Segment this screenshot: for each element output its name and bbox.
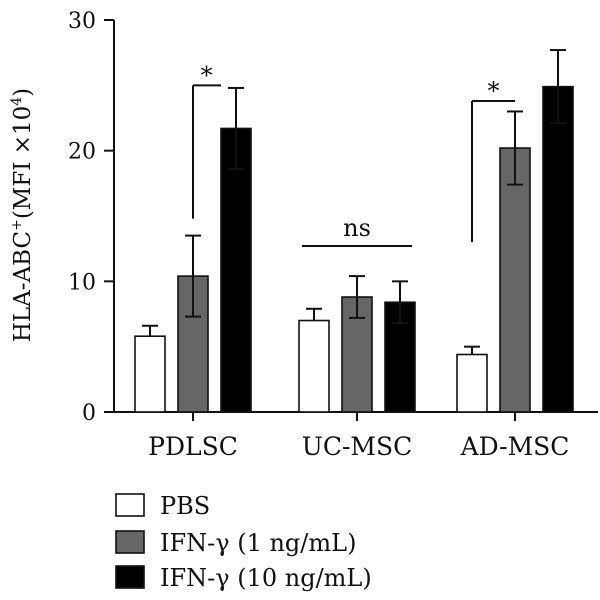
category-label: UC-MSC (302, 432, 413, 461)
plot-area: 0 10 20 30 PDLSC UC-MSC AD-MSC * ns * (68, 9, 598, 461)
legend-swatch (115, 565, 145, 589)
significance-label: * (488, 77, 500, 105)
legend-label: PBS (160, 492, 210, 520)
legend-label: IFN-γ (1 ng/mL) (160, 529, 356, 557)
legend: PBS IFN-γ (1 ng/mL) IFN-γ (10 ng/mL) (115, 492, 372, 592)
legend-swatch (115, 493, 145, 517)
bar (499, 147, 531, 413)
bar (220, 127, 252, 413)
bar (298, 319, 330, 413)
y-tick-label: 30 (68, 9, 96, 34)
category-label: AD-MSC (460, 432, 570, 461)
significance-label: ns (343, 214, 371, 242)
y-axis-title: HLA-ABC+(MFI ×104) (9, 88, 36, 342)
legend-swatch (115, 530, 145, 554)
y-tick-label: 0 (82, 401, 96, 426)
y-tick-label: 10 (68, 270, 96, 295)
bar (542, 85, 574, 413)
legend-label: IFN-γ (10 ng/mL) (160, 564, 372, 592)
bar (456, 353, 488, 413)
bar (134, 335, 166, 413)
significance-label: * (201, 61, 213, 89)
y-tick-label: 20 (68, 140, 96, 165)
category-label: PDLSC (148, 432, 238, 461)
